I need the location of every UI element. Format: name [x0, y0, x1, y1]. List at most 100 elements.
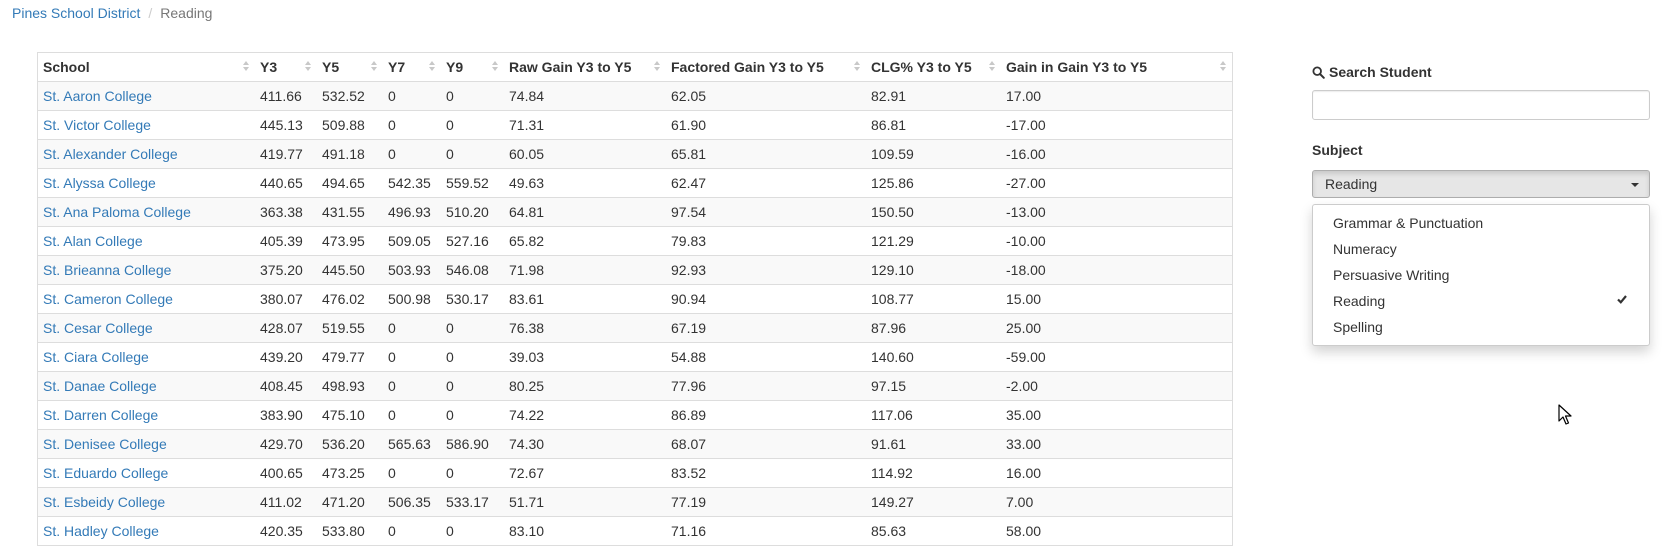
table-cell: 58.00 — [1001, 516, 1232, 546]
column-header[interactable]: Factored Gain Y3 to Y5 — [666, 53, 866, 82]
column-header[interactable]: Y3 — [255, 53, 317, 82]
school-link[interactable]: St. Hadley College — [43, 523, 159, 539]
school-link[interactable]: St. Ana Paloma College — [43, 204, 191, 220]
sort-icon[interactable] — [492, 61, 498, 73]
subject-option[interactable]: Grammar & Punctuation — [1313, 210, 1649, 236]
sort-icon[interactable] — [654, 61, 660, 73]
table-cell: 86.89 — [666, 400, 866, 430]
table-body: St. Aaron College 411.66 532.52 0 0 74.84 62.0… — [38, 81, 1232, 546]
school-link[interactable]: St. Darren College — [43, 407, 159, 423]
column-header-label: Y9 — [446, 59, 464, 75]
table-cell: 471.20 — [317, 487, 383, 517]
table-cell: 71.31 — [504, 110, 666, 140]
table-cell: St. Victor College — [38, 110, 255, 140]
sort-icon[interactable] — [1220, 61, 1226, 73]
search-icon — [1312, 65, 1325, 79]
table-cell: 114.92 — [866, 458, 1001, 488]
school-link[interactable]: St. Ciara College — [43, 349, 149, 365]
column-header[interactable]: Y9 — [441, 53, 504, 82]
table-cell: 479.77 — [317, 342, 383, 372]
school-link[interactable]: St. Aaron College — [43, 88, 152, 104]
table-cell: 375.20 — [255, 255, 317, 285]
school-link[interactable]: St. Danae College — [43, 378, 157, 394]
table-cell: 83.52 — [666, 458, 866, 488]
column-header-label: Y5 — [322, 59, 340, 75]
sort-icon[interactable] — [429, 61, 435, 73]
table-cell: 87.96 — [866, 313, 1001, 343]
search-student-input[interactable] — [1312, 90, 1650, 120]
subject-option[interactable]: Numeracy — [1313, 236, 1649, 262]
subject-option[interactable]: Persuasive Writing — [1313, 262, 1649, 288]
table-cell: 51.71 — [504, 487, 666, 517]
table-cell: 383.90 — [255, 400, 317, 430]
school-link[interactable]: St. Alan College — [43, 233, 143, 249]
table-cell: 92.93 — [666, 255, 866, 285]
table-cell: 527.16 — [441, 226, 504, 256]
table-cell: 530.17 — [441, 284, 504, 314]
table-cell: 405.39 — [255, 226, 317, 256]
sort-icon[interactable] — [854, 61, 860, 73]
table-cell: St. Hadley College — [38, 516, 255, 546]
school-link[interactable]: St. Cesar College — [43, 320, 153, 336]
table-cell: -2.00 — [1001, 371, 1232, 401]
breadcrumb-home-link[interactable]: Pines School District — [12, 5, 141, 21]
table-cell: 542.35 — [383, 168, 441, 198]
table-row: St. Ciara College 439.20 479.77 0 0 39.03 54.8… — [38, 342, 1232, 372]
table-cell: 0 — [383, 110, 441, 140]
breadcrumb-separator: / — [148, 5, 153, 21]
schools-table-container: School Y3 Y5 Y7 Y9 Raw Gain Y3 to Y5 Factored … — [37, 52, 1233, 546]
table-cell: 15.00 — [1001, 284, 1232, 314]
school-link[interactable]: St. Alyssa College — [43, 175, 156, 191]
table-cell: 35.00 — [1001, 400, 1232, 430]
table-cell: 0 — [441, 516, 504, 546]
column-header[interactable]: Y7 — [383, 53, 441, 82]
school-link[interactable]: St. Alexander College — [43, 146, 178, 162]
table-cell: 86.81 — [866, 110, 1001, 140]
table-cell: 400.65 — [255, 458, 317, 488]
table-cell: 475.10 — [317, 400, 383, 430]
table-cell: 129.10 — [866, 255, 1001, 285]
sort-icon[interactable] — [989, 61, 995, 73]
school-link[interactable]: St. Brieanna College — [43, 262, 172, 278]
table-cell: 125.86 — [866, 168, 1001, 198]
table-cell: 506.35 — [383, 487, 441, 517]
school-link[interactable]: St. Cameron College — [43, 291, 173, 307]
school-link[interactable]: St. Esbeidy College — [43, 494, 166, 510]
school-link[interactable]: St. Denisee College — [43, 436, 167, 452]
subject-option[interactable]: Spelling — [1313, 314, 1649, 340]
table-cell: 473.25 — [317, 458, 383, 488]
table-cell: 380.07 — [255, 284, 317, 314]
table-cell: 82.91 — [866, 81, 1001, 111]
table-header-row: School Y3 Y5 Y7 Y9 Raw Gain Y3 to Y5 Factored … — [38, 53, 1232, 82]
table-row: St. Cameron College 380.07 476.02 500.98 530… — [38, 284, 1232, 314]
table-cell: 61.90 — [666, 110, 866, 140]
table-cell: 536.20 — [317, 429, 383, 459]
table-row: St. Cesar College 428.07 519.55 0 0 76.38 67.1… — [38, 313, 1232, 343]
table-cell: -10.00 — [1001, 226, 1232, 256]
column-header[interactable]: School — [38, 53, 255, 82]
table-cell: 509.88 — [317, 110, 383, 140]
sort-icon[interactable] — [305, 61, 311, 73]
table-cell: 533.80 — [317, 516, 383, 546]
column-header[interactable]: Y5 — [317, 53, 383, 82]
breadcrumb: Pines School District / Reading — [12, 4, 212, 22]
school-link[interactable]: St. Victor College — [43, 117, 151, 133]
column-header[interactable]: CLG% Y3 to Y5 — [866, 53, 1001, 82]
table-cell: 72.67 — [504, 458, 666, 488]
school-link[interactable]: St. Eduardo College — [43, 465, 169, 481]
sort-icon[interactable] — [371, 61, 377, 73]
subject-select[interactable]: Reading — [1312, 170, 1650, 198]
table-cell: 140.60 — [866, 342, 1001, 372]
table-cell: 0 — [441, 400, 504, 430]
table-cell: 74.30 — [504, 429, 666, 459]
table-cell: 0 — [383, 516, 441, 546]
table-cell: 0 — [383, 313, 441, 343]
sort-icon[interactable] — [243, 61, 249, 73]
subject-option[interactable]: Reading — [1313, 288, 1649, 314]
column-header[interactable]: Raw Gain Y3 to Y5 — [504, 53, 666, 82]
column-header[interactable]: Gain in Gain Y3 to Y5 — [1001, 53, 1232, 82]
table-cell: 108.77 — [866, 284, 1001, 314]
table-cell: 494.65 — [317, 168, 383, 198]
table-row: St. Eduardo College 400.65 473.25 0 0 72.67 83… — [38, 458, 1232, 488]
table-cell: St. Cameron College — [38, 284, 255, 314]
